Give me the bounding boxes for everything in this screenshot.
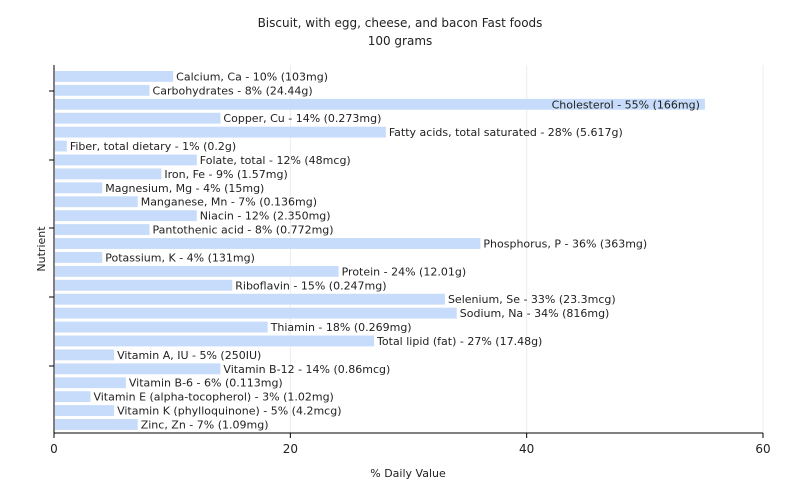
bar xyxy=(55,252,103,263)
bar xyxy=(55,210,197,222)
bar xyxy=(55,335,375,347)
axes xyxy=(53,65,763,434)
bar xyxy=(55,71,174,82)
bar-label: Niacin - 12% (2.350mg) xyxy=(200,210,331,223)
bar xyxy=(55,126,386,138)
bar-label: Riboflavin - 15% (0.247mg) xyxy=(235,279,386,292)
bar xyxy=(55,363,221,375)
bar xyxy=(55,238,481,249)
x-ticks: 0 20 40 60 xyxy=(50,433,771,456)
y-ticks xyxy=(49,90,54,367)
bar-label: Thiamin - 18% (0.269mg) xyxy=(270,321,412,334)
bar-label: Vitamin E (alpha-tocopherol) - 3% (1.02m… xyxy=(93,391,333,404)
bar xyxy=(55,391,91,403)
bar-label: Vitamin A, IU - 5% (250IU) xyxy=(117,349,261,362)
bar-label: Fatty acids, total saturated - 28% (5.61… xyxy=(389,126,623,139)
bar-label: Copper, Cu - 14% (0.273mg) xyxy=(223,112,381,125)
bar xyxy=(55,265,339,277)
bar-label: Cholesterol - 55% (166mg) xyxy=(552,98,700,111)
bar-label: Vitamin B-12 - 14% (0.86mcg) xyxy=(223,363,390,376)
bar-label: Potassium, K - 4% (131mg) xyxy=(105,251,255,264)
bar-label: Phosphorus, P - 36% (363mg) xyxy=(483,238,647,251)
x-tick-label: 20 xyxy=(283,442,298,456)
bar-label: Zinc, Zn - 7% (1.09mg) xyxy=(141,419,269,432)
bar-label: Protein - 24% (12.01g) xyxy=(342,265,467,278)
bar xyxy=(55,168,162,180)
bar-label: Vitamin K (phylloquinone) - 5% (4.2mcg) xyxy=(117,405,341,418)
bar-label: Folate, total - 12% (48mcg) xyxy=(200,154,351,167)
bar-label: Vitamin B-6 - 6% (0.113mg) xyxy=(129,377,283,390)
bar xyxy=(55,349,115,361)
bar xyxy=(55,405,115,417)
bar xyxy=(55,154,197,166)
chart-subtitle: 100 grams xyxy=(368,34,433,48)
bar-labels: Calcium, Ca - 10% (103mg)Carbohydrates -… xyxy=(70,70,700,431)
bar xyxy=(55,84,150,96)
bar xyxy=(55,377,126,389)
bar-label: Pantothenic acid - 8% (0.772mg) xyxy=(153,224,334,237)
bar xyxy=(55,98,705,110)
x-tick-label: 40 xyxy=(519,442,534,456)
bar xyxy=(55,419,138,430)
bar-label: Selenium, Se - 33% (23.3mcg) xyxy=(448,293,616,306)
bar-label: Total lipid (fat) - 27% (17.48g) xyxy=(376,335,542,348)
x-tick-label: 0 xyxy=(50,442,58,456)
x-tick-label: 60 xyxy=(755,442,770,456)
chart-title: Biscuit, with egg, cheese, and bacon Fas… xyxy=(258,16,543,30)
bar xyxy=(55,140,67,152)
bar xyxy=(55,307,457,319)
bars xyxy=(55,71,705,430)
bar-label: Carbohydrates - 8% (24.44g) xyxy=(153,84,313,97)
bar-label: Calcium, Ca - 10% (103mg) xyxy=(176,70,328,83)
bar xyxy=(55,196,138,208)
bar-label: Iron, Fe - 9% (1.57mg) xyxy=(164,168,287,181)
x-axis-label: % Daily Value xyxy=(370,467,446,480)
gridlines xyxy=(289,65,764,433)
bar-label: Manganese, Mn - 7% (0.136mg) xyxy=(141,196,317,209)
bar-label: Magnesium, Mg - 4% (15mg) xyxy=(105,182,264,195)
y-axis-label: Nutrient xyxy=(35,226,48,272)
bar xyxy=(55,224,150,236)
bar xyxy=(55,293,445,305)
bar xyxy=(55,279,233,291)
bar-label: Fiber, total dietary - 1% (0.2g) xyxy=(70,140,236,153)
bar-label: Sodium, Na - 34% (816mg) xyxy=(460,307,610,320)
bar xyxy=(55,182,103,194)
bar xyxy=(55,321,268,333)
bar xyxy=(55,112,221,124)
